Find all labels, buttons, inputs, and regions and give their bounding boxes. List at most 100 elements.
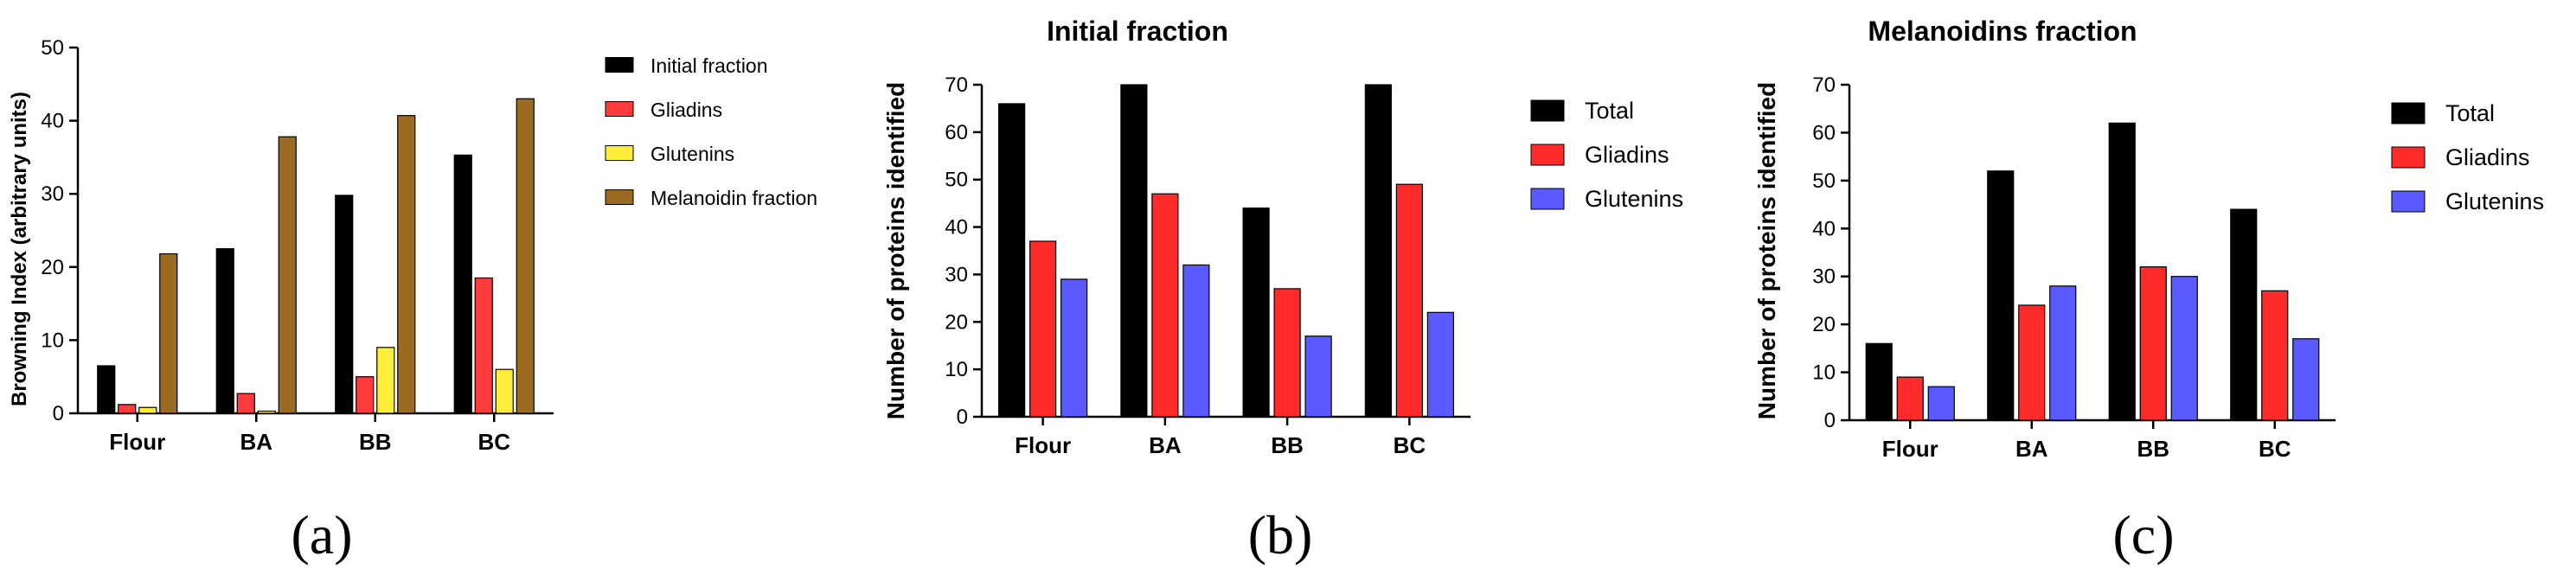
- chart-a-bar: [356, 376, 375, 414]
- chart-c-category-label: BA: [2015, 436, 2048, 462]
- chart-b-bar: [1364, 84, 1392, 418]
- chart-a: Browning Index (arbitrary units) (a) 0 10…: [8, 36, 817, 565]
- chart-c-category-label: BB: [2137, 436, 2169, 462]
- chart-a-bar: [376, 347, 395, 414]
- chart-c-bar: [2018, 304, 2046, 421]
- chart-b-bar: [1151, 193, 1179, 418]
- chart-c-ytick-label: 30: [1812, 265, 1836, 289]
- chart-b-panel-label: (b): [1248, 504, 1313, 565]
- chart-a-legend-swatch: [605, 101, 634, 117]
- chart-c: Melanoidins fraction Number of proteins …: [1753, 16, 2544, 565]
- chart-a-legend-swatch: [605, 189, 634, 205]
- chart-b-ytick-label: 20: [945, 310, 968, 334]
- chart-c-bar: [2170, 276, 2198, 421]
- chart-b-legend-swatch: [1530, 188, 1565, 210]
- chart-a-bar: [118, 404, 137, 414]
- chart-a-panel-label: (a): [291, 504, 352, 565]
- chart-a-legend-label: Initial fraction: [650, 54, 768, 77]
- chart-b-ytick-label: 0: [957, 406, 968, 429]
- chart-c-bar: [2292, 338, 2320, 421]
- chart-a-bar: [335, 195, 354, 414]
- chart-c-panel-label: (c): [2112, 504, 2174, 565]
- chart-a-bar: [215, 248, 234, 414]
- chart-a-bar: [278, 136, 297, 414]
- chart-b-category-label: BC: [1394, 432, 1426, 458]
- chart-b-ytick-label: 40: [945, 216, 968, 240]
- chart-a-category-label: BA: [240, 429, 272, 455]
- chart-b-legend-label: Gliadins: [1585, 142, 1669, 168]
- chart-c-legend-label: Total: [2445, 100, 2495, 126]
- chart-a-legend-label: Glutenins: [650, 143, 734, 165]
- chart-b-category-label: BA: [1149, 432, 1182, 458]
- chart-c-bar: [1987, 170, 2015, 421]
- chart-a-bar: [257, 410, 276, 414]
- chart-c-ytick-label: 0: [1824, 409, 1836, 432]
- chart-b-ytick-label: 30: [945, 263, 968, 286]
- chart-a-ylabel: Browning Index (arbitrary units): [8, 92, 31, 406]
- chart-c-ytick-label: 40: [1812, 217, 1836, 240]
- chart-b-bar: [1029, 240, 1057, 418]
- chart-a-legend-label: Melanoidin fraction: [650, 187, 817, 209]
- chart-c-ytick-label: 50: [1812, 169, 1836, 193]
- chart-c-bar: [1865, 342, 1893, 421]
- chart-b-bar: [1242, 208, 1270, 418]
- chart-c-ylabel: Number of proteins identified: [1753, 82, 1780, 419]
- chart-b-legend-label: Total: [1585, 98, 1634, 124]
- chart-c-ytick-label: 70: [1812, 73, 1836, 97]
- chart-a-bar: [138, 406, 157, 414]
- chart-b-bar: [1395, 183, 1423, 418]
- chart-b-ytick-label: 70: [945, 73, 968, 97]
- chart-b-legend-swatch: [1530, 99, 1565, 122]
- chart-c-legend-label: Glutenins: [2445, 188, 2544, 214]
- chart-c-ytick-label: 10: [1812, 361, 1836, 385]
- chart-c-legend-label: Gliadins: [2445, 144, 2530, 170]
- chart-b-bar: [1426, 311, 1454, 418]
- chart-a-legend-swatch: [605, 57, 634, 73]
- chart-b-bar: [1273, 288, 1301, 418]
- chart-b-legend-label: Glutenins: [1585, 186, 1683, 212]
- chart-b-legend-swatch: [1530, 144, 1565, 166]
- chart-c-bar: [1896, 376, 1924, 421]
- chart-b-ytick-label: 60: [945, 121, 968, 144]
- chart-b-ylabel: Number of proteins identified: [882, 82, 909, 419]
- chart-c-bar: [2261, 290, 2289, 421]
- chart-a-bar: [397, 115, 416, 414]
- chart-c-ytick-label: 60: [1812, 121, 1836, 144]
- chart-a-legend-label: Gliadins: [650, 99, 722, 121]
- chart-b-bar: [1182, 264, 1210, 418]
- chart-c-bar: [2139, 266, 2167, 421]
- chart-b: Initial fraction Number of proteins iden…: [882, 16, 1683, 565]
- chart-a-bar: [159, 252, 178, 414]
- chart-b-bar: [998, 103, 1026, 418]
- chart-a-bar: [516, 98, 535, 414]
- chart-a-ytick-label: 10: [41, 329, 64, 352]
- chart-a-ytick-label: 50: [41, 36, 64, 60]
- chart-c-legend-swatch: [2391, 146, 2425, 169]
- chart-b-ytick-label: 10: [945, 358, 968, 381]
- chart-a-ytick-label: 0: [53, 402, 64, 425]
- chart-c-category-label: Flour: [1882, 436, 1938, 462]
- chart-b-category-label: Flour: [1015, 432, 1071, 458]
- chart-a-bar: [474, 277, 493, 414]
- chart-b-ytick-label: 50: [945, 169, 968, 192]
- chart-c-bar: [2108, 122, 2136, 421]
- chart-a-ytick-label: 20: [41, 256, 64, 279]
- chart-c-bar: [2230, 208, 2258, 421]
- chart-a-legend-swatch: [605, 145, 634, 161]
- chart-c-title: Melanoidins fraction: [1868, 16, 2137, 47]
- chart-a-bar: [495, 368, 514, 414]
- chart-c-category-label: BC: [2259, 436, 2291, 462]
- chart-c-bar: [2049, 285, 2077, 421]
- chart-b-bar: [1304, 335, 1332, 418]
- chart-a-ytick-label: 40: [41, 110, 64, 133]
- chart-a-category-label: Flour: [109, 429, 165, 455]
- chart-a-bar: [236, 393, 255, 414]
- chart-a-bar: [453, 154, 472, 414]
- chart-c-bar: [1927, 386, 1955, 421]
- chart-b-bar: [1120, 84, 1148, 418]
- chart-a-category-label: BB: [359, 429, 392, 455]
- chart-a-bar: [97, 365, 116, 414]
- chart-b-category-label: BB: [1271, 432, 1304, 458]
- chart-c-legend-swatch: [2391, 102, 2425, 125]
